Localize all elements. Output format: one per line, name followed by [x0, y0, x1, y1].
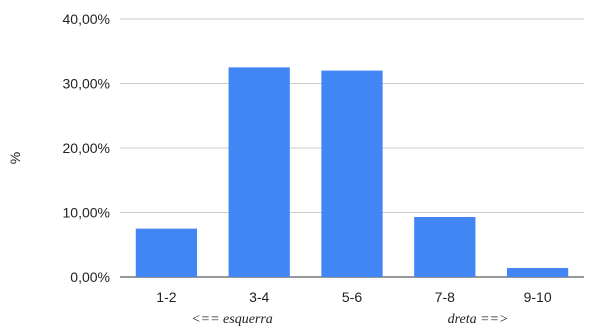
bar-9-10: [506, 267, 569, 277]
y-tick-label: 30,00%: [63, 76, 110, 92]
x-tick-label: 7-8: [435, 289, 455, 305]
x-tick-label: 3-4: [249, 289, 269, 305]
y-axis-title: %: [7, 152, 23, 164]
x-axis-tick-labels: 1-2 3-4 5-6 7-8 9-10: [156, 289, 552, 305]
bar-1-2: [135, 228, 198, 277]
y-tick-label: 10,00%: [63, 205, 110, 221]
bar-3-4: [228, 67, 290, 277]
y-tick-label: 20,00%: [63, 140, 110, 156]
y-axis-tick-labels: 0,00% 10,00% 20,00% 30,00% 40,00%: [63, 11, 110, 285]
x-tick-label: 1-2: [156, 289, 176, 305]
x-tick-label: 5-6: [342, 289, 362, 305]
y-tick-label: 0,00%: [70, 269, 110, 285]
x-tick-label: 9-10: [524, 289, 552, 305]
bar-7-8: [414, 217, 476, 277]
y-tick-label: 40,00%: [63, 11, 110, 27]
bars: [135, 67, 569, 277]
annotation-left: <== esquerra: [191, 312, 273, 327]
annotation-right: dreta ==>: [448, 312, 509, 327]
bar-5-6: [321, 70, 383, 277]
